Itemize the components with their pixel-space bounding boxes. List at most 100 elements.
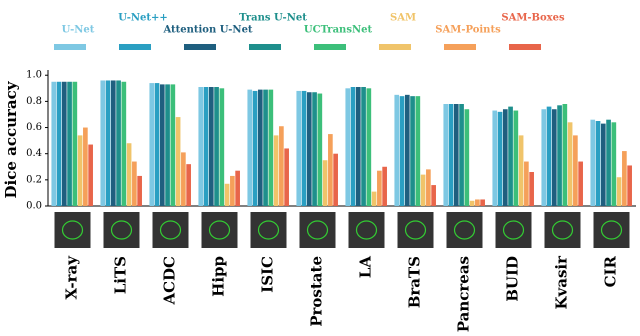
bar <box>382 166 387 206</box>
bar <box>56 81 62 206</box>
bar <box>257 89 263 206</box>
bar <box>170 84 176 206</box>
bar <box>502 109 508 206</box>
bar <box>83 127 88 206</box>
bar <box>399 96 405 206</box>
bar <box>208 87 214 206</box>
x-tick-label: BraTS <box>406 256 424 308</box>
bar <box>279 126 284 206</box>
thumbnail-mask <box>355 220 378 240</box>
bar <box>137 175 142 206</box>
bar <box>480 199 485 206</box>
bar <box>371 191 377 206</box>
bar <box>420 174 426 206</box>
bar <box>296 90 302 206</box>
bar <box>110 80 116 206</box>
legend-swatch <box>54 44 86 50</box>
bar <box>219 88 225 206</box>
legend-label: Attention U-Net <box>162 25 252 36</box>
bar <box>284 148 289 206</box>
bar <box>469 200 475 206</box>
bar <box>121 81 127 206</box>
thumbnail <box>201 212 238 248</box>
bar <box>361 87 366 206</box>
bar <box>268 89 274 206</box>
bar <box>72 81 78 206</box>
bar <box>247 89 253 206</box>
thumbnail-mask <box>159 220 182 240</box>
bar <box>497 111 503 206</box>
bar <box>567 122 573 206</box>
bar <box>224 183 230 206</box>
bar <box>541 109 547 206</box>
legend-swatch <box>249 44 281 50</box>
bar <box>51 81 57 206</box>
legend-label: UCTransNet <box>304 25 373 36</box>
bar <box>317 93 323 206</box>
legend-label: U-Net <box>62 25 95 36</box>
bar <box>529 172 534 206</box>
bar <box>350 87 356 206</box>
bar <box>252 90 258 206</box>
y-axis-label: Dice accuracy <box>2 80 20 198</box>
thumbnail-mask <box>61 220 84 240</box>
legend-swatch <box>314 44 346 50</box>
thumbnail <box>348 212 385 248</box>
y-tick-label: 0.8 <box>26 96 42 107</box>
legend-label: SAM <box>390 13 416 24</box>
y-tick-label: 0.2 <box>26 174 42 185</box>
thumbnail-mask <box>453 220 476 240</box>
thumbnail <box>250 212 287 248</box>
bar <box>595 121 601 206</box>
thumbnail <box>544 212 581 248</box>
bar <box>551 109 557 206</box>
thumbnail <box>54 212 91 248</box>
bar <box>132 161 137 206</box>
bar <box>459 104 464 206</box>
bar <box>159 84 165 206</box>
bar <box>149 83 155 206</box>
bar <box>464 109 470 206</box>
bar <box>508 106 513 206</box>
bar <box>355 87 361 206</box>
bar <box>562 104 568 206</box>
thumbnail <box>152 212 189 248</box>
bar <box>431 185 436 206</box>
thumbnail <box>446 212 483 248</box>
bar <box>518 135 524 206</box>
thumbnail <box>299 212 336 248</box>
x-tick-label: CIR <box>602 255 620 287</box>
legend-label: Trans U-Net <box>239 13 307 24</box>
x-tick-label: Kvasir <box>553 255 571 310</box>
x-tick-label: Pancreas <box>455 256 473 332</box>
bar <box>426 169 431 206</box>
bar <box>524 161 529 206</box>
bar <box>404 94 410 206</box>
bar <box>235 170 240 206</box>
bar <box>175 117 181 206</box>
bar <box>622 151 627 206</box>
bar <box>328 134 333 206</box>
thumbnail-mask <box>257 220 280 240</box>
bar <box>116 80 121 206</box>
bar <box>415 96 421 206</box>
bar <box>154 83 160 206</box>
bar <box>126 143 132 206</box>
y-tick-label: 0.0 <box>26 201 42 212</box>
bar <box>312 92 317 206</box>
bar <box>573 135 578 206</box>
bar <box>77 135 83 206</box>
thumbnail-mask <box>208 220 231 240</box>
bar <box>443 104 449 206</box>
bar <box>333 153 338 206</box>
legend-swatch <box>184 44 216 50</box>
bar <box>578 161 583 206</box>
x-tick-label: LiTS <box>112 256 130 294</box>
bar <box>181 152 186 206</box>
bar <box>410 96 415 206</box>
thumbnail <box>397 212 434 248</box>
bar <box>627 165 632 206</box>
legend-swatch <box>509 44 541 50</box>
thumbnail-mask <box>600 220 623 240</box>
